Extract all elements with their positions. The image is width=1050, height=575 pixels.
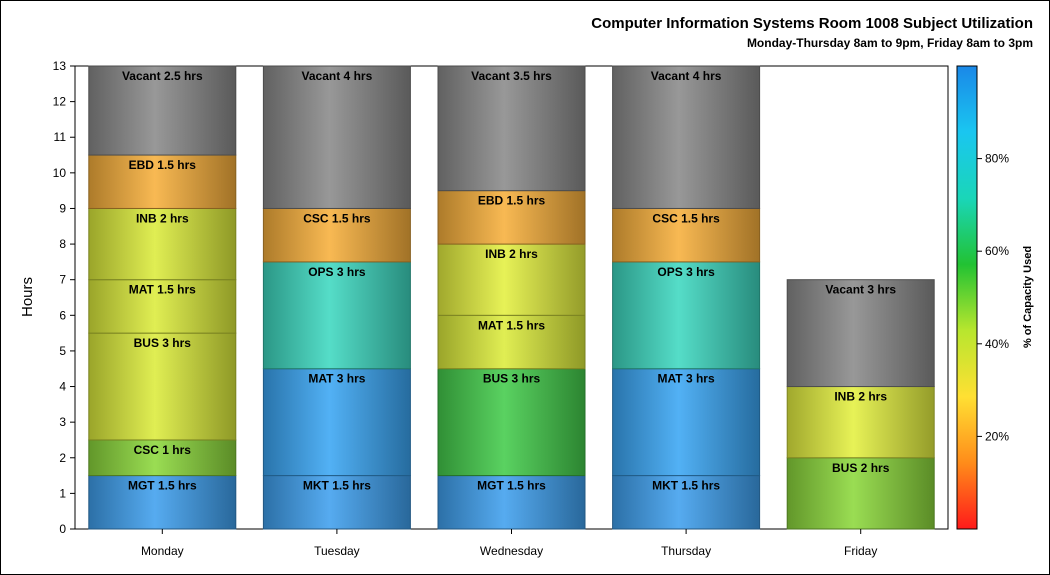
segment-label: CSC 1.5 hrs (303, 211, 371, 225)
y-tick-label: 4 (59, 380, 66, 394)
segment-label: BUS 3 hrs (483, 372, 541, 386)
segment-label: INB 2 hrs (136, 211, 189, 225)
x-tick-label: Tuesday (314, 544, 360, 558)
segment-label: CSC 1 hrs (134, 443, 192, 457)
segment-label: Vacant 3 hrs (825, 283, 896, 297)
x-tick-label: Wednesday (480, 544, 543, 558)
bar-segment (88, 279, 237, 334)
bar-segment (612, 368, 761, 477)
segment-label: MAT 1.5 hrs (478, 318, 545, 332)
bar-segment (437, 368, 586, 477)
x-tick-label: Monday (141, 544, 184, 558)
y-tick-label: 13 (53, 59, 67, 73)
bar-segment (437, 314, 586, 370)
y-tick-label: 7 (59, 273, 66, 287)
bar-segment (437, 65, 586, 192)
segment-label: Vacant 2.5 hrs (122, 69, 203, 83)
y-tick-label: 2 (59, 451, 66, 465)
bar-segment (88, 154, 237, 209)
bar-segment (88, 332, 237, 441)
colorbar-legend: 20% 40% 60% 80% (956, 65, 1009, 530)
y-tick-label: 11 (54, 130, 67, 144)
bar-tuesday: MKT 1.5 hrs MAT 3 hrs OPS 3 hrs CSC 1.5 hrs… (262, 65, 411, 530)
segment-label: Vacant 4 hrs (651, 69, 722, 83)
segment-label: MAT 3 hrs (658, 372, 715, 386)
segment-label: OPS 3 hrs (308, 265, 366, 279)
plot-area: MGT 1.5 hrs CSC 1 hrs BUS 3 hrs MAT 1.5 hrs… (74, 65, 949, 530)
colorbar-tick-label: 80% (985, 152, 1009, 166)
bar-segment (88, 65, 237, 156)
segment-label: MKT 1.5 hrs (652, 479, 720, 493)
y-tick-label: 12 (53, 95, 67, 109)
segment-label: CSC 1.5 hrs (652, 211, 720, 225)
bar-segment (612, 65, 761, 209)
y-tick-label: 9 (59, 201, 66, 215)
y-tick-label: 10 (53, 166, 67, 180)
colorbar-label: % of Capacity Used (1022, 246, 1034, 348)
bar-segment (88, 475, 237, 530)
y-tick-label: 8 (59, 237, 66, 251)
segment-label: MAT 1.5 hrs (129, 283, 196, 297)
x-tick-label: Friday (844, 544, 877, 558)
chart-title: Computer Information Systems Room 1008 S… (591, 15, 1033, 32)
bar-segment (437, 475, 586, 530)
segment-label: MAT 3 hrs (308, 372, 365, 386)
chart-subtitle: Monday-Thursday 8am to 9pm, Friday 8am t… (747, 36, 1033, 50)
bar-segment (786, 279, 935, 388)
bar-segment (262, 207, 411, 263)
y-tick-label: 0 (59, 522, 66, 536)
segment-label: OPS 3 hrs (657, 265, 715, 279)
bar-segment (786, 457, 935, 530)
bar-segment (262, 65, 411, 209)
bar-segment (262, 368, 411, 477)
segment-label: MKT 1.5 hrs (303, 479, 371, 493)
x-axis: Monday Tuesday Wednesday Thursday Friday (141, 529, 877, 558)
segment-label: BUS 3 hrs (134, 336, 192, 350)
colorbar-tick-label: 40% (985, 337, 1009, 351)
bar-monday: MGT 1.5 hrs CSC 1 hrs BUS 3 hrs MAT 1.5 hrs… (88, 65, 237, 530)
colorbar-gradient (956, 65, 978, 530)
y-tick-label: 6 (59, 308, 66, 322)
segment-label: MGT 1.5 hrs (477, 479, 546, 493)
bar-friday: BUS 2 hrs INB 2 hrs Vacant 3 hrs (786, 279, 935, 530)
colorbar-tick-label: 20% (985, 429, 1009, 443)
colorbar-tick-label: 60% (985, 244, 1009, 258)
segment-label: EBD 1.5 hrs (478, 194, 546, 208)
segment-label: Vacant 3.5 hrs (471, 69, 552, 83)
bar-segment (262, 261, 411, 370)
bar-thursday: MKT 1.5 hrs MAT 3 hrs OPS 3 hrs CSC 1.5 hrs… (612, 65, 761, 530)
x-tick-label: Thursday (661, 544, 711, 558)
segment-label: INB 2 hrs (485, 247, 538, 261)
segment-label: EBD 1.5 hrs (129, 158, 197, 172)
bar-segment (88, 207, 237, 281)
y-tick-label: 5 (59, 344, 66, 358)
segment-label: Vacant 4 hrs (302, 69, 373, 83)
y-axis-label: Hours (19, 277, 36, 317)
segment-label: MGT 1.5 hrs (128, 479, 197, 493)
bar-segment (612, 475, 761, 530)
segment-label: INB 2 hrs (834, 390, 887, 404)
bar-wednesday: MGT 1.5 hrs BUS 3 hrs MAT 1.5 hrs INB 2 hrs… (437, 65, 586, 530)
y-tick-label: 3 (59, 415, 66, 429)
y-tick-label: 1 (59, 486, 66, 500)
segment-label: BUS 2 hrs (832, 461, 890, 475)
bar-segment (262, 475, 411, 530)
bar-segment (786, 386, 935, 459)
